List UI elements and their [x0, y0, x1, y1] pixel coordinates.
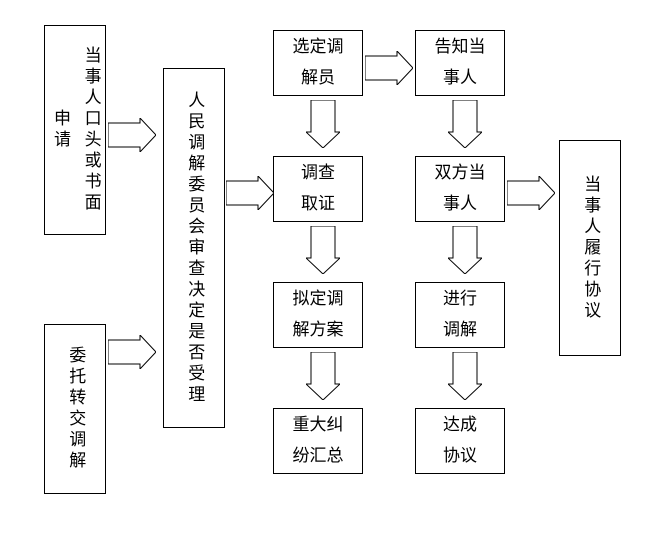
flow-arrow-9	[448, 226, 482, 274]
flow-arrow-10	[448, 352, 482, 400]
flow-arrow-3	[365, 51, 413, 85]
flow-node-n11: 达成 协议	[415, 408, 505, 474]
flow-node-n10: 进行 调解	[415, 282, 505, 348]
flow-node-n2: 委托转交调解	[44, 324, 106, 494]
flow-node-n8: 告知当 事人	[415, 30, 505, 96]
flow-node-n4: 选定调 解员	[273, 30, 363, 96]
flow-arrow-8	[448, 100, 482, 148]
flow-arrow-5	[306, 100, 340, 148]
flow-node-n6: 拟定调 解方案	[273, 282, 363, 348]
flow-arrow-4	[507, 176, 555, 210]
flow-arrow-6	[306, 226, 340, 274]
flow-node-n7: 重大纠 纷汇总	[273, 408, 363, 474]
flow-arrow-1	[108, 335, 156, 369]
flow-arrow-7	[306, 352, 340, 400]
flow-node-n9: 双方当 事人	[415, 156, 505, 222]
flow-node-n3: 人民调解委员会审查决定是否受理	[163, 68, 225, 428]
flow-arrow-0	[108, 118, 156, 152]
flow-node-n12: 当事人履行协议	[559, 140, 621, 356]
flow-node-n5: 调查 取证	[273, 156, 363, 222]
flow-node-n1: 当事人口头或书面申请	[44, 25, 106, 235]
flow-arrow-2	[226, 176, 274, 210]
